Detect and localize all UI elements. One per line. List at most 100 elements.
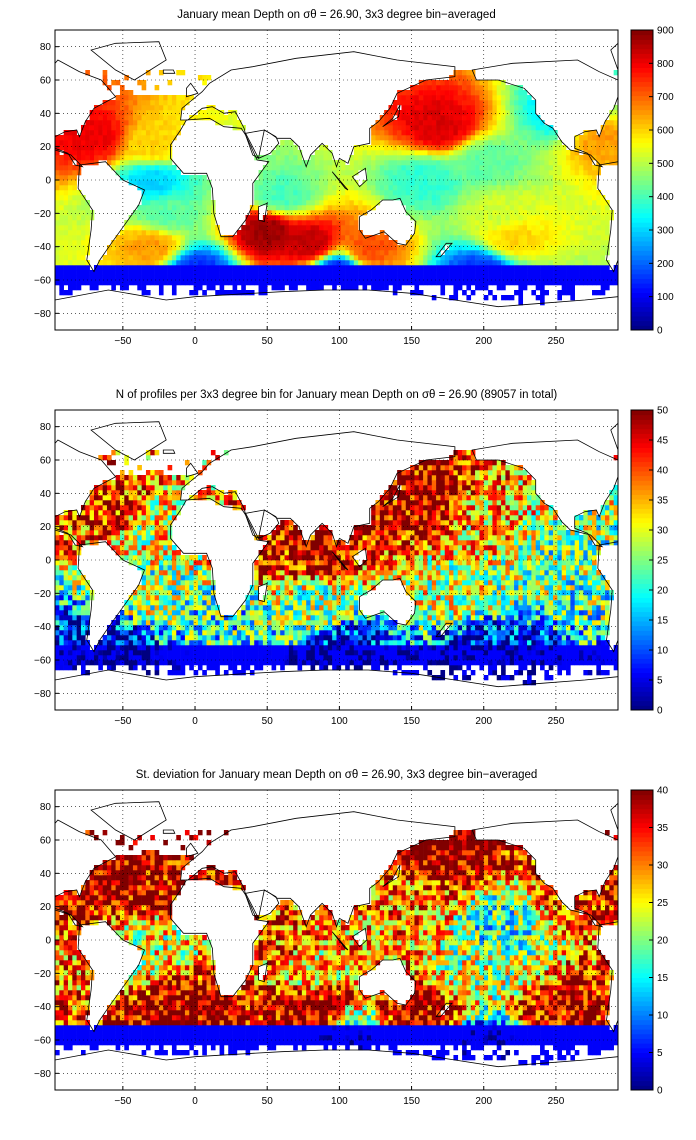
- heatmap-cell: [453, 105, 459, 111]
- heatmap-cell: [128, 180, 134, 186]
- heatmap-cell: [479, 125, 485, 131]
- heatmap-cell: [535, 215, 541, 221]
- heatmap-cell: [392, 125, 398, 131]
- heatmap-cell: [366, 185, 372, 191]
- heatmap-cell: [219, 265, 225, 271]
- heatmap-cell: [566, 200, 571, 206]
- heatmap-cell: [167, 670, 173, 676]
- heatmap-cell: [462, 275, 467, 281]
- heatmap-cell: [336, 175, 342, 181]
- heatmap-cell: [462, 165, 467, 171]
- heatmap-cell: [158, 535, 164, 541]
- heatmap-cell: [85, 650, 90, 656]
- heatmap-cell: [522, 280, 528, 286]
- heatmap-cell: [158, 525, 164, 531]
- heatmap-cell: [141, 205, 147, 211]
- heatmap-cell: [284, 170, 290, 176]
- heatmap-cell: [301, 265, 307, 271]
- colorbar-segment: [631, 273, 653, 279]
- heatmap-cell: [141, 610, 147, 616]
- heatmap-cell: [514, 180, 519, 186]
- heatmap-cell: [280, 185, 285, 191]
- heatmap-cell: [375, 185, 381, 191]
- heatmap-cell: [462, 130, 467, 136]
- heatmap-cell: [249, 275, 255, 281]
- heatmap-cell: [89, 510, 95, 516]
- heatmap-cell: [275, 275, 281, 281]
- heatmap-cell: [397, 120, 402, 126]
- heatmap-cell: [501, 165, 506, 171]
- heatmap-cell: [548, 255, 554, 261]
- heatmap-cell: [171, 575, 177, 581]
- heatmap-cell: [163, 220, 168, 226]
- heatmap-cell: [154, 260, 160, 266]
- heatmap-cell: [132, 130, 138, 136]
- heatmap-cell: [462, 180, 467, 186]
- heatmap-cell: [553, 160, 558, 166]
- y-tick-label: 20: [40, 142, 52, 153]
- heatmap-cell: [414, 105, 420, 111]
- heatmap-cell: [158, 70, 164, 76]
- heatmap-cell: [514, 235, 519, 241]
- heatmap-cell: [410, 180, 415, 186]
- heatmap-cell: [431, 250, 437, 256]
- heatmap-cell: [401, 160, 407, 166]
- heatmap-cell: [570, 160, 575, 166]
- heatmap-cell: [141, 140, 147, 146]
- heatmap-cell: [522, 275, 528, 281]
- heatmap-cell: [384, 160, 389, 166]
- heatmap-cell: [531, 220, 537, 226]
- heatmap-cell: [336, 160, 342, 166]
- heatmap-cell: [124, 455, 129, 461]
- heatmap-cell: [518, 125, 524, 131]
- heatmap-cell: [522, 130, 528, 136]
- colorbar-segment: [631, 208, 653, 214]
- heatmap-cell: [349, 200, 355, 206]
- heatmap-cell: [63, 635, 69, 641]
- heatmap-cell: [414, 95, 420, 101]
- heatmap-cell: [119, 235, 125, 241]
- heatmap-cell: [280, 230, 285, 236]
- heatmap-cell: [592, 290, 597, 296]
- heatmap-cell: [249, 265, 255, 271]
- heatmap-cell: [98, 660, 103, 666]
- heatmap-cell: [613, 110, 619, 116]
- heatmap-cell: [249, 280, 255, 286]
- heatmap-cell: [457, 180, 463, 186]
- heatmap-cell: [132, 660, 138, 666]
- heatmap-cell: [98, 645, 103, 651]
- heatmap-cell: [375, 250, 381, 256]
- heatmap-cell: [63, 255, 69, 261]
- heatmap-cell: [440, 285, 446, 291]
- heatmap-cell: [106, 660, 112, 666]
- heatmap-cell: [583, 160, 588, 166]
- heatmap-cell: [531, 145, 537, 151]
- heatmap-cell: [475, 105, 480, 111]
- heatmap-cell: [466, 265, 472, 271]
- heatmap-cell: [150, 540, 155, 546]
- heatmap-cell: [431, 235, 437, 241]
- heatmap-cell: [210, 260, 216, 266]
- heatmap-cell: [271, 275, 277, 281]
- heatmap-cell: [505, 175, 511, 181]
- heatmap-cell: [171, 190, 177, 196]
- heatmap-cell: [475, 230, 480, 236]
- heatmap-cell: [583, 245, 588, 251]
- heatmap-cell: [600, 270, 606, 276]
- heatmap-cell: [310, 255, 316, 261]
- heatmap-cell: [145, 610, 151, 616]
- heatmap-cell: [163, 215, 168, 221]
- heatmap-cell: [592, 185, 597, 191]
- heatmap-cell: [470, 210, 476, 216]
- heatmap-cell: [574, 190, 580, 196]
- heatmap-cell: [349, 255, 355, 261]
- heatmap-cell: [509, 280, 515, 286]
- heatmap-cell: [444, 85, 450, 91]
- heatmap-cell: [145, 480, 151, 486]
- heatmap-cell: [310, 190, 316, 196]
- heatmap-cell: [189, 275, 194, 281]
- heatmap-cell: [275, 180, 281, 186]
- heatmap-cell: [297, 275, 303, 281]
- heatmap-cell: [371, 170, 376, 176]
- heatmap-cell: [353, 230, 359, 236]
